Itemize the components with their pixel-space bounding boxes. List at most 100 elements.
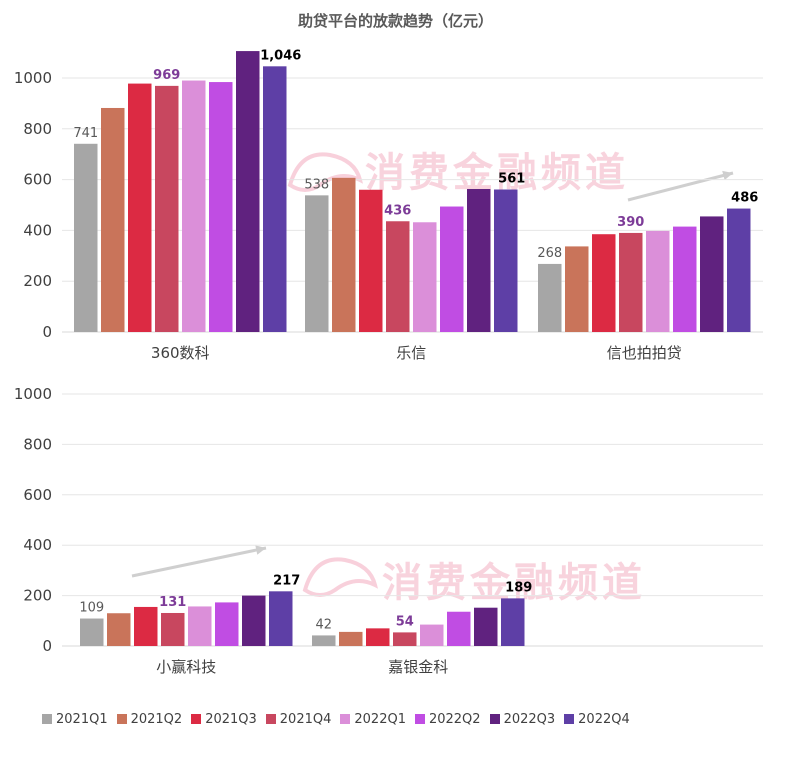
- bar: [269, 591, 293, 646]
- bar: [700, 216, 724, 332]
- legend-swatch: [489, 714, 500, 724]
- data-label: 486: [731, 191, 758, 206]
- y-tick-label: 200: [23, 587, 52, 605]
- legend-swatch: [116, 714, 127, 724]
- y-tick-label: 0: [42, 323, 52, 341]
- bar: [673, 226, 697, 332]
- data-label: 436: [384, 203, 411, 218]
- y-tick-label: 200: [23, 272, 52, 290]
- legend-label: 2022Q3: [503, 711, 556, 727]
- bar: [413, 222, 437, 332]
- watermark-text: 消费金融频道: [365, 150, 629, 196]
- y-tick-label: 400: [23, 221, 52, 239]
- bar: [215, 602, 239, 646]
- bar: [128, 83, 152, 332]
- data-label: 741: [73, 126, 98, 141]
- data-label: 131: [159, 595, 186, 610]
- bar: [474, 607, 498, 646]
- legend-label: 2021Q3: [205, 711, 257, 727]
- bar: [107, 613, 131, 646]
- bar: [494, 189, 518, 332]
- trend-arrow-line: [131, 546, 267, 578]
- bar: [565, 246, 589, 332]
- bar: [339, 631, 363, 646]
- legend-label: 2021Q4: [279, 711, 332, 727]
- data-label: 42: [315, 617, 332, 632]
- y-tick-label: 1000: [14, 385, 52, 403]
- y-tick-label: 800: [23, 120, 52, 138]
- data-label: 268: [537, 246, 562, 261]
- bar: [332, 177, 356, 332]
- bar: [101, 107, 125, 332]
- legend-swatch: [564, 714, 575, 724]
- trend-arrow-line: [627, 171, 734, 202]
- bar: [209, 82, 233, 333]
- legend-item: 2021Q1: [42, 712, 108, 727]
- legend-label: 2022Q2: [428, 711, 481, 727]
- bar: [467, 188, 491, 332]
- category-label: 信也拍拍贷: [607, 344, 682, 362]
- data-label: 109: [79, 601, 104, 616]
- legend-label: 2022Q4: [578, 711, 630, 727]
- bar: [312, 635, 336, 646]
- bar: [538, 263, 562, 332]
- category-label: 360数科: [151, 344, 210, 362]
- data-label: 390: [617, 215, 644, 230]
- y-tick-label: 600: [23, 171, 52, 189]
- legend-label: 2021Q1: [56, 711, 108, 727]
- data-label: 54: [396, 614, 414, 629]
- legend-item: 2021Q2: [116, 711, 183, 727]
- legend-item: 2022Q4: [564, 712, 630, 727]
- data-label: 561: [498, 172, 525, 187]
- y-tick-label: 0: [42, 637, 52, 655]
- category-label: 乐信: [396, 344, 426, 362]
- bar: [80, 618, 104, 646]
- y-tick-label: 800: [23, 435, 52, 453]
- legend-swatch: [265, 714, 276, 724]
- bar: [263, 66, 287, 332]
- bar: [182, 80, 206, 332]
- bar: [501, 598, 525, 646]
- bar: [440, 206, 464, 332]
- trend-arrow-head: [722, 170, 733, 181]
- legend-item: 2022Q1: [340, 712, 406, 727]
- data-label: 189: [505, 580, 532, 595]
- trend-arrow-head: [255, 545, 266, 555]
- legend-item: 2021Q4: [265, 711, 332, 727]
- bar: [305, 195, 329, 332]
- bar: [727, 208, 751, 332]
- watermark-logo: [302, 557, 378, 597]
- bar: [447, 611, 471, 646]
- legend-swatch: [414, 714, 425, 724]
- data-label: 538: [304, 177, 329, 192]
- bar: [420, 624, 444, 646]
- bar: [592, 234, 616, 332]
- legend-item: 2021Q3: [191, 712, 257, 727]
- legend: 2021Q1 2021Q2 2021Q3 2021Q4 2022Q1 2022Q2 2022…: [42, 709, 639, 729]
- legend-label: 2022Q1: [354, 711, 406, 727]
- bar: [646, 230, 670, 332]
- bar: [393, 632, 417, 646]
- chart-svg: 消费金融频道消费金融频道020040060080010007419691,046…: [14, 48, 763, 676]
- bar: [74, 143, 98, 332]
- legend-swatch: [191, 714, 202, 724]
- legend-label: 2021Q2: [130, 711, 183, 727]
- y-tick-label: 400: [23, 536, 52, 554]
- bar: [155, 85, 179, 333]
- data-label: 217: [273, 573, 300, 588]
- data-label: 969: [153, 68, 180, 83]
- y-tick-label: 600: [23, 486, 52, 504]
- bar: [619, 232, 643, 332]
- bar: [134, 606, 158, 646]
- bar: [359, 189, 383, 332]
- watermark-text: 消费金融频道: [382, 560, 646, 606]
- bar: [242, 595, 266, 646]
- legend-item: 2022Q3: [489, 711, 556, 727]
- chart-title: 助贷平台的放款趋势（亿元）: [297, 12, 493, 30]
- bar: [386, 221, 410, 332]
- legend-swatch: [340, 714, 351, 724]
- legend-item: 2022Q2: [414, 711, 481, 727]
- category-label: 小赢科技: [156, 658, 216, 676]
- bar: [236, 51, 260, 333]
